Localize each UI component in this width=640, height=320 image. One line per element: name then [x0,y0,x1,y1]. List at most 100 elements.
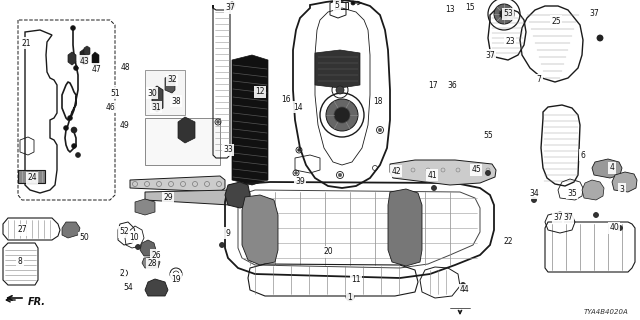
Text: 20: 20 [323,247,333,257]
Circle shape [494,4,514,24]
Circle shape [336,86,344,94]
Text: 39: 39 [295,178,305,187]
Text: 34: 34 [529,188,539,197]
Text: 22: 22 [503,237,513,246]
Circle shape [70,26,76,30]
Circle shape [326,99,358,131]
Polygon shape [84,46,90,56]
Text: 14: 14 [293,102,303,111]
Circle shape [220,243,225,247]
Text: 50: 50 [79,234,89,243]
Text: 37: 37 [225,4,235,12]
Circle shape [294,172,298,174]
Polygon shape [152,86,163,112]
Circle shape [597,35,603,41]
Circle shape [71,127,77,133]
Circle shape [229,2,235,8]
Text: 15: 15 [465,4,475,12]
Text: 41: 41 [427,171,437,180]
Text: 12: 12 [255,87,265,97]
Text: 8: 8 [18,258,22,267]
Polygon shape [242,195,278,265]
Text: 40: 40 [609,223,619,233]
Text: 21: 21 [21,38,31,47]
Text: 55: 55 [483,131,493,140]
Text: TYA4B4020A: TYA4B4020A [583,309,628,315]
Text: 45: 45 [471,165,481,174]
Polygon shape [165,75,175,93]
Polygon shape [592,159,622,178]
Text: 37: 37 [589,10,599,19]
Text: 37: 37 [563,213,573,222]
Text: 1: 1 [348,293,353,302]
Polygon shape [80,49,88,65]
Polygon shape [232,55,268,185]
Polygon shape [92,52,99,66]
Text: 17: 17 [428,81,438,90]
Circle shape [486,171,490,175]
Text: 31: 31 [151,102,161,111]
Circle shape [74,66,79,70]
Circle shape [334,107,350,123]
Circle shape [431,186,436,190]
Text: 29: 29 [163,194,173,203]
Circle shape [378,128,382,132]
Text: 24: 24 [27,173,37,182]
Text: 47: 47 [91,65,101,74]
Text: 18: 18 [373,97,383,106]
Text: 54: 54 [123,284,133,292]
Polygon shape [145,190,237,205]
Text: 4: 4 [609,164,614,172]
Circle shape [72,143,77,148]
Text: 25: 25 [551,17,561,26]
Text: 49: 49 [120,122,130,131]
Polygon shape [145,118,220,165]
Text: 5: 5 [335,2,339,11]
Polygon shape [178,117,195,143]
Circle shape [346,293,354,301]
Circle shape [76,153,81,157]
Text: 53: 53 [503,10,513,19]
Text: 43: 43 [79,57,89,66]
Text: 36: 36 [447,82,457,91]
Text: 16: 16 [281,94,291,103]
Text: 26: 26 [151,251,161,260]
Polygon shape [315,50,360,88]
Text: 10: 10 [129,233,139,242]
Circle shape [216,121,220,124]
Text: 32: 32 [167,76,177,84]
Polygon shape [142,257,160,268]
Circle shape [136,244,141,250]
Text: 23: 23 [505,36,515,45]
Circle shape [338,173,342,177]
Circle shape [298,148,301,151]
Polygon shape [62,222,80,238]
Text: 6: 6 [580,150,586,159]
Polygon shape [388,189,422,266]
Text: 9: 9 [225,228,230,237]
Text: 27: 27 [17,226,27,235]
Circle shape [461,283,465,287]
Circle shape [63,125,68,131]
Polygon shape [130,176,225,192]
Polygon shape [140,240,156,256]
Circle shape [351,1,355,5]
Text: 51: 51 [110,89,120,98]
Text: 44: 44 [460,285,470,294]
Polygon shape [390,160,496,185]
Circle shape [593,212,598,218]
Text: 52: 52 [119,228,129,236]
Text: 46: 46 [105,102,115,111]
Text: 37: 37 [553,213,563,222]
Circle shape [67,116,72,121]
Circle shape [618,226,623,230]
Polygon shape [135,199,155,215]
Text: 35: 35 [567,188,577,197]
Polygon shape [612,172,637,192]
Polygon shape [582,180,604,200]
Text: 48: 48 [120,63,130,73]
Text: 13: 13 [445,4,455,13]
Polygon shape [18,170,45,183]
Text: 33: 33 [223,146,233,155]
Text: 7: 7 [536,76,541,84]
